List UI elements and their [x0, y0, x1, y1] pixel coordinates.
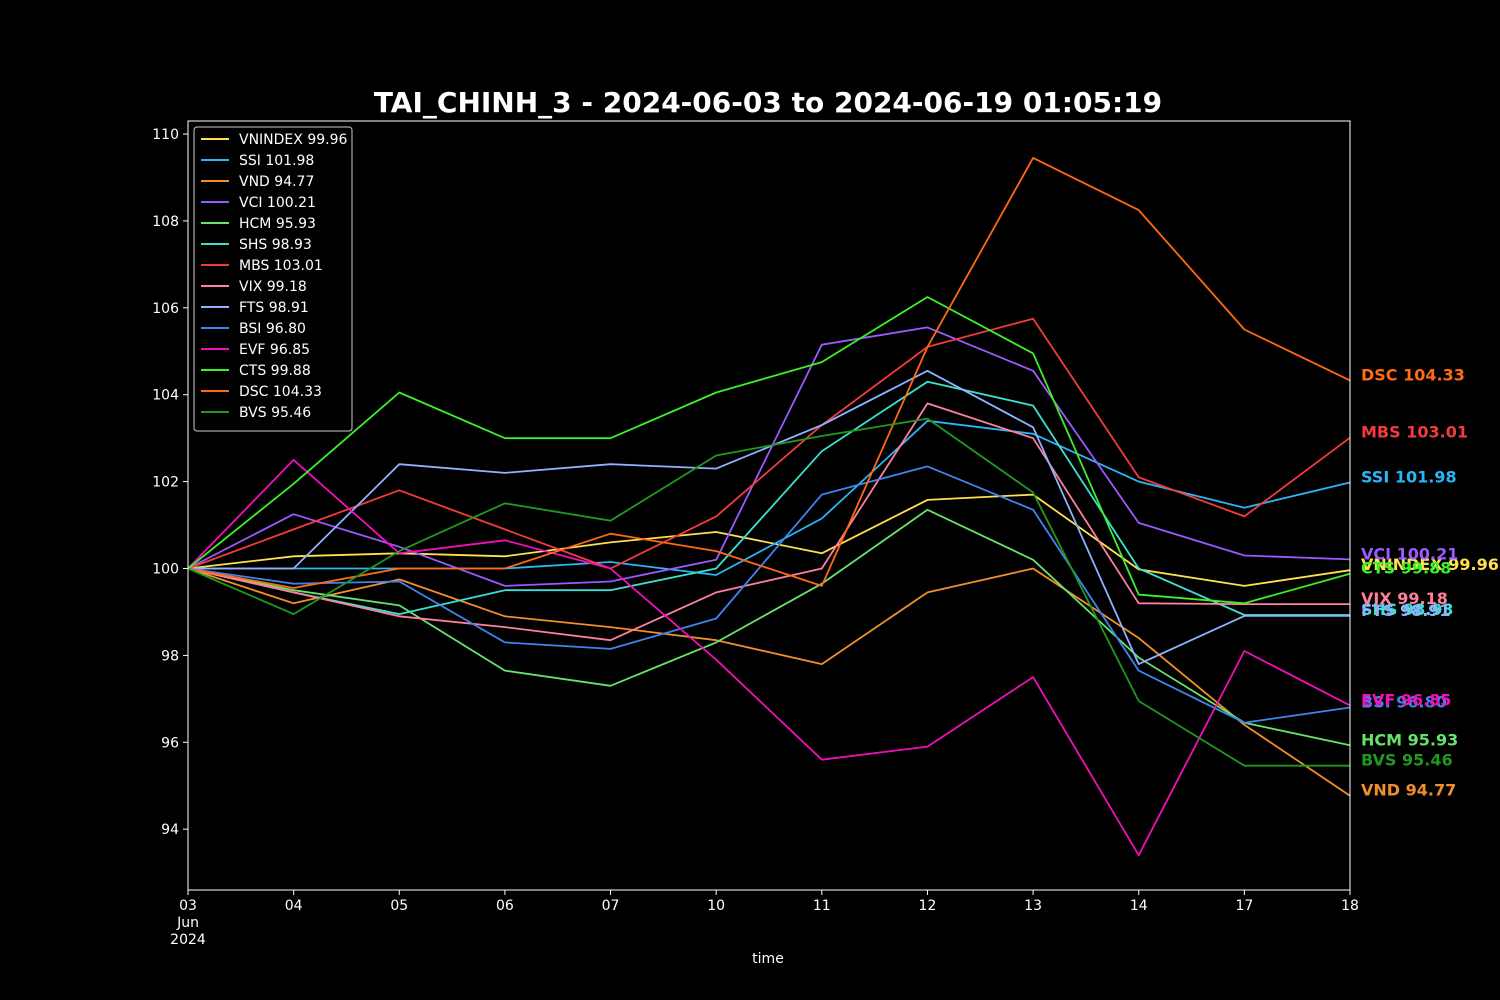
series-line-hcm [187, 508, 1351, 747]
y-tick-label: 96 [161, 735, 179, 751]
chart-title: TAI_CHINH_3 - 2024-06-03 to 2024-06-19 0… [374, 86, 1162, 119]
legend-entry: SSI 101.98 [239, 153, 314, 169]
series-lines [187, 156, 1351, 857]
end-label-hcm: HCM 95.93 [1361, 730, 1458, 749]
legend-entry: VIX 99.18 [239, 279, 307, 295]
series-line-mbs [187, 317, 1351, 570]
legend-entry: MBS 103.01 [239, 258, 323, 274]
y-tick-label: 94 [161, 822, 179, 838]
legend-entry: CTS 99.88 [239, 363, 311, 379]
legend-entry: VNINDEX 99.96 [239, 132, 347, 148]
x-tick-label: 14 [1130, 898, 1148, 914]
y-axis: 94 96 98 100 102 104 106 108 110 [152, 127, 188, 838]
series-line-vci [187, 326, 1351, 587]
legend-entry: DSC 104.33 [239, 384, 322, 400]
end-label-vci: VCI 100.21 [1361, 544, 1458, 563]
y-tick-label: 104 [152, 388, 179, 404]
end-label-fts: FTS 98.91 [1361, 601, 1451, 620]
x-tick-label: 06 [496, 898, 514, 914]
legend-entry: VCI 100.21 [239, 195, 316, 211]
end-label-evf: EVF 96.85 [1361, 690, 1451, 709]
series-line-vnd [187, 567, 1351, 797]
series-line-fts [188, 369, 1350, 665]
x-tick-label: 12 [919, 898, 937, 914]
legend-entry: SHS 98.93 [239, 237, 312, 253]
x-tick-label: 05 [390, 898, 408, 914]
legend-entry: VND 94.77 [239, 174, 314, 190]
legend-entry: HCM 95.93 [239, 216, 316, 232]
series-line-bvs [187, 417, 1350, 767]
x-axis-label: time [752, 951, 784, 967]
x-axis: 03 Jun 2024 04 05 06 07 10 11 12 13 14 17 18 [170, 890, 1359, 948]
end-label-mbs: MBS 103.01 [1361, 423, 1468, 442]
end-label-shs: SHS 98.93 [1361, 600, 1454, 619]
legend-box [193, 126, 353, 432]
end-label-bsi: BSI 96.80 [1361, 693, 1447, 712]
y-tick-label: 110 [152, 127, 179, 143]
x-tick-label: 17 [1235, 898, 1253, 914]
x-tick-label: 07 [602, 898, 620, 914]
y-tick-label: 102 [152, 475, 179, 491]
series-line-vnindex [187, 493, 1351, 587]
series-line-cts [187, 296, 1351, 605]
legend-entry: BVS 95.46 [239, 405, 311, 421]
x-tick-label: 03 Jun 2024 [170, 898, 206, 948]
x-tick-label: 18 [1341, 898, 1359, 914]
y-tick-label: 106 [152, 301, 179, 317]
end-label-ssi: SSI 101.98 [1361, 467, 1457, 486]
legend-entry: EVF 96.85 [239, 342, 310, 358]
end-label-vnd: VND 94.77 [1361, 781, 1456, 800]
series-line-shs [187, 380, 1350, 616]
legend-entry: BSI 96.80 [239, 321, 306, 337]
end-label-vnindex: VNINDEX 99.96 [1361, 555, 1499, 574]
end-label-cts: CTS 99.88 [1361, 559, 1451, 578]
series-line-ssi [188, 419, 1351, 576]
series-line-bsi [187, 465, 1351, 724]
x-tick-label: 10 [707, 898, 725, 914]
y-tick-label: 98 [161, 648, 179, 664]
series-line-evf [187, 458, 1351, 857]
legend-entry: FTS 98.91 [239, 300, 309, 316]
end-label-vix: VIX 99.18 [1361, 589, 1448, 608]
x-tick-label: 11 [813, 898, 831, 914]
end-label-bvs: BVS 95.46 [1361, 751, 1453, 770]
series-line-vix [187, 402, 1350, 642]
x-tick-label: 04 [285, 898, 303, 914]
series-line-dsc [187, 156, 1351, 589]
x-tick-label: 13 [1024, 898, 1042, 914]
plot-frame [187, 120, 1351, 891]
y-tick-label: 100 [152, 561, 179, 577]
legend: VNINDEX 99.96 SSI 101.98 VND 94.77 VCI 100.… [193, 126, 353, 432]
y-tick-label: 108 [152, 214, 179, 230]
end-labels: VNINDEX 99.96 SSI 101.98 VND 94.77 VCI 100.… [1361, 365, 1499, 799]
end-label-dsc: DSC 104.33 [1361, 365, 1465, 384]
